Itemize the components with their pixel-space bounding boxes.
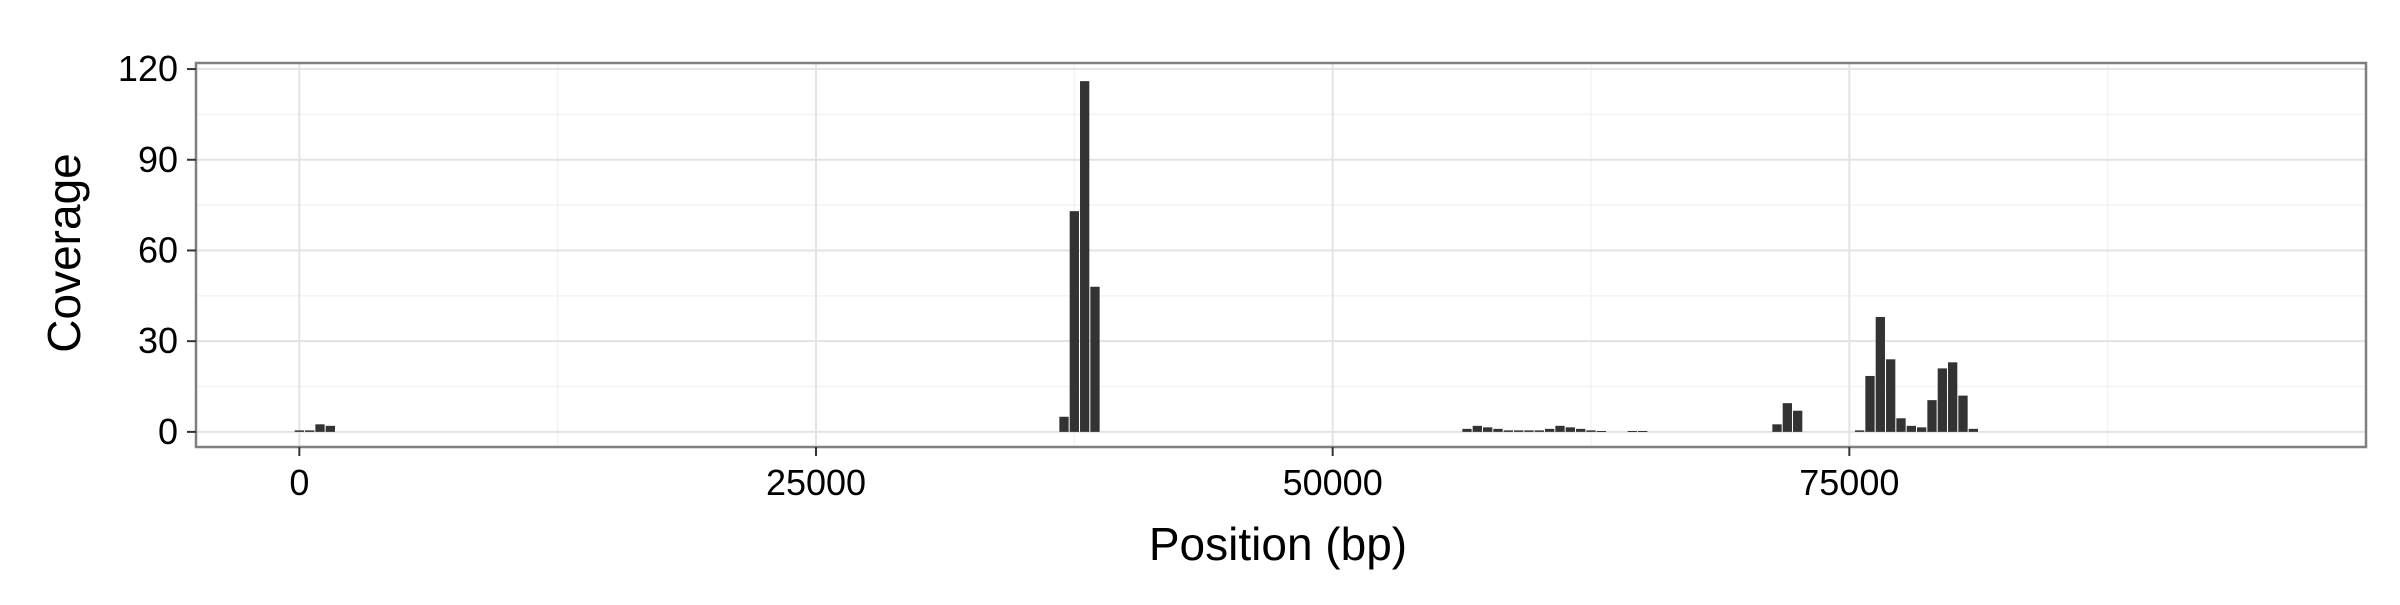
coverage-bar: [1886, 359, 1896, 432]
coverage-bar: [305, 430, 315, 432]
coverage-bar: [1555, 425, 1565, 432]
coverage-bar: [1627, 430, 1637, 432]
coverage-bar: [1793, 410, 1803, 432]
coverage-bar: [1565, 427, 1575, 432]
y-tick-label: 30: [138, 320, 178, 361]
coverage-bar: [1638, 430, 1648, 432]
coverage-bar: [1958, 395, 1968, 432]
coverage-bar: [1534, 430, 1544, 432]
coverage-bar: [1782, 403, 1792, 432]
coverage-bar: [1906, 425, 1916, 432]
y-tick-label: 90: [138, 139, 178, 180]
coverage-bar: [1080, 81, 1090, 432]
plot-panel: [196, 63, 2366, 447]
coverage-bar: [1937, 368, 1947, 432]
coverage-bar: [1059, 416, 1069, 432]
coverage-bar: [1875, 316, 1885, 432]
coverage-bar: [1927, 400, 1937, 432]
x-axis-title: Position (bp): [1149, 518, 1407, 570]
coverage-bar: [1855, 430, 1865, 432]
y-tick-label: 120: [118, 48, 178, 89]
coverage-bar: [1483, 427, 1493, 432]
grid-lines: [196, 63, 2366, 447]
coverage-bar: [325, 425, 335, 432]
coverage-bar: [1865, 375, 1875, 432]
x-tick-label: 75000: [1799, 462, 1899, 503]
y-tick-label: 60: [138, 229, 178, 270]
coverage-bar: [1493, 428, 1503, 432]
coverage-bar: [1948, 362, 1958, 432]
coverage-bar: [315, 424, 325, 432]
coverage-bar: [1576, 428, 1586, 432]
x-tick-label: 50000: [1283, 462, 1383, 503]
coverage-bar: [1503, 430, 1513, 432]
coverage-bar: [1514, 430, 1524, 432]
bars: [294, 81, 1978, 432]
panel-background: [196, 63, 2366, 447]
coverage-bar: [1968, 428, 1978, 432]
coverage-bar: [1772, 424, 1782, 432]
x-tick-label: 25000: [766, 462, 866, 503]
y-tick-label: 0: [158, 411, 178, 452]
coverage-bar: [1596, 430, 1606, 432]
coverage-bar: [1462, 428, 1472, 432]
axes: 0 25000 50000 75000 0 30 60 90 120: [118, 48, 2368, 503]
coverage-bar: [1545, 428, 1555, 432]
coverage-bar: [1524, 430, 1534, 432]
coverage-bar: [1472, 425, 1482, 432]
coverage-bar: [294, 430, 304, 432]
y-axis-title: Coverage: [38, 153, 90, 352]
panel-border: [194, 61, 2368, 449]
coverage-bar: [1090, 286, 1100, 432]
coverage-bar: [1069, 211, 1079, 432]
coverage-bar: [1586, 430, 1596, 432]
coverage-bar: [1896, 418, 1906, 432]
x-tick-label: 0: [289, 462, 309, 503]
coverage-bar: [1917, 427, 1927, 432]
